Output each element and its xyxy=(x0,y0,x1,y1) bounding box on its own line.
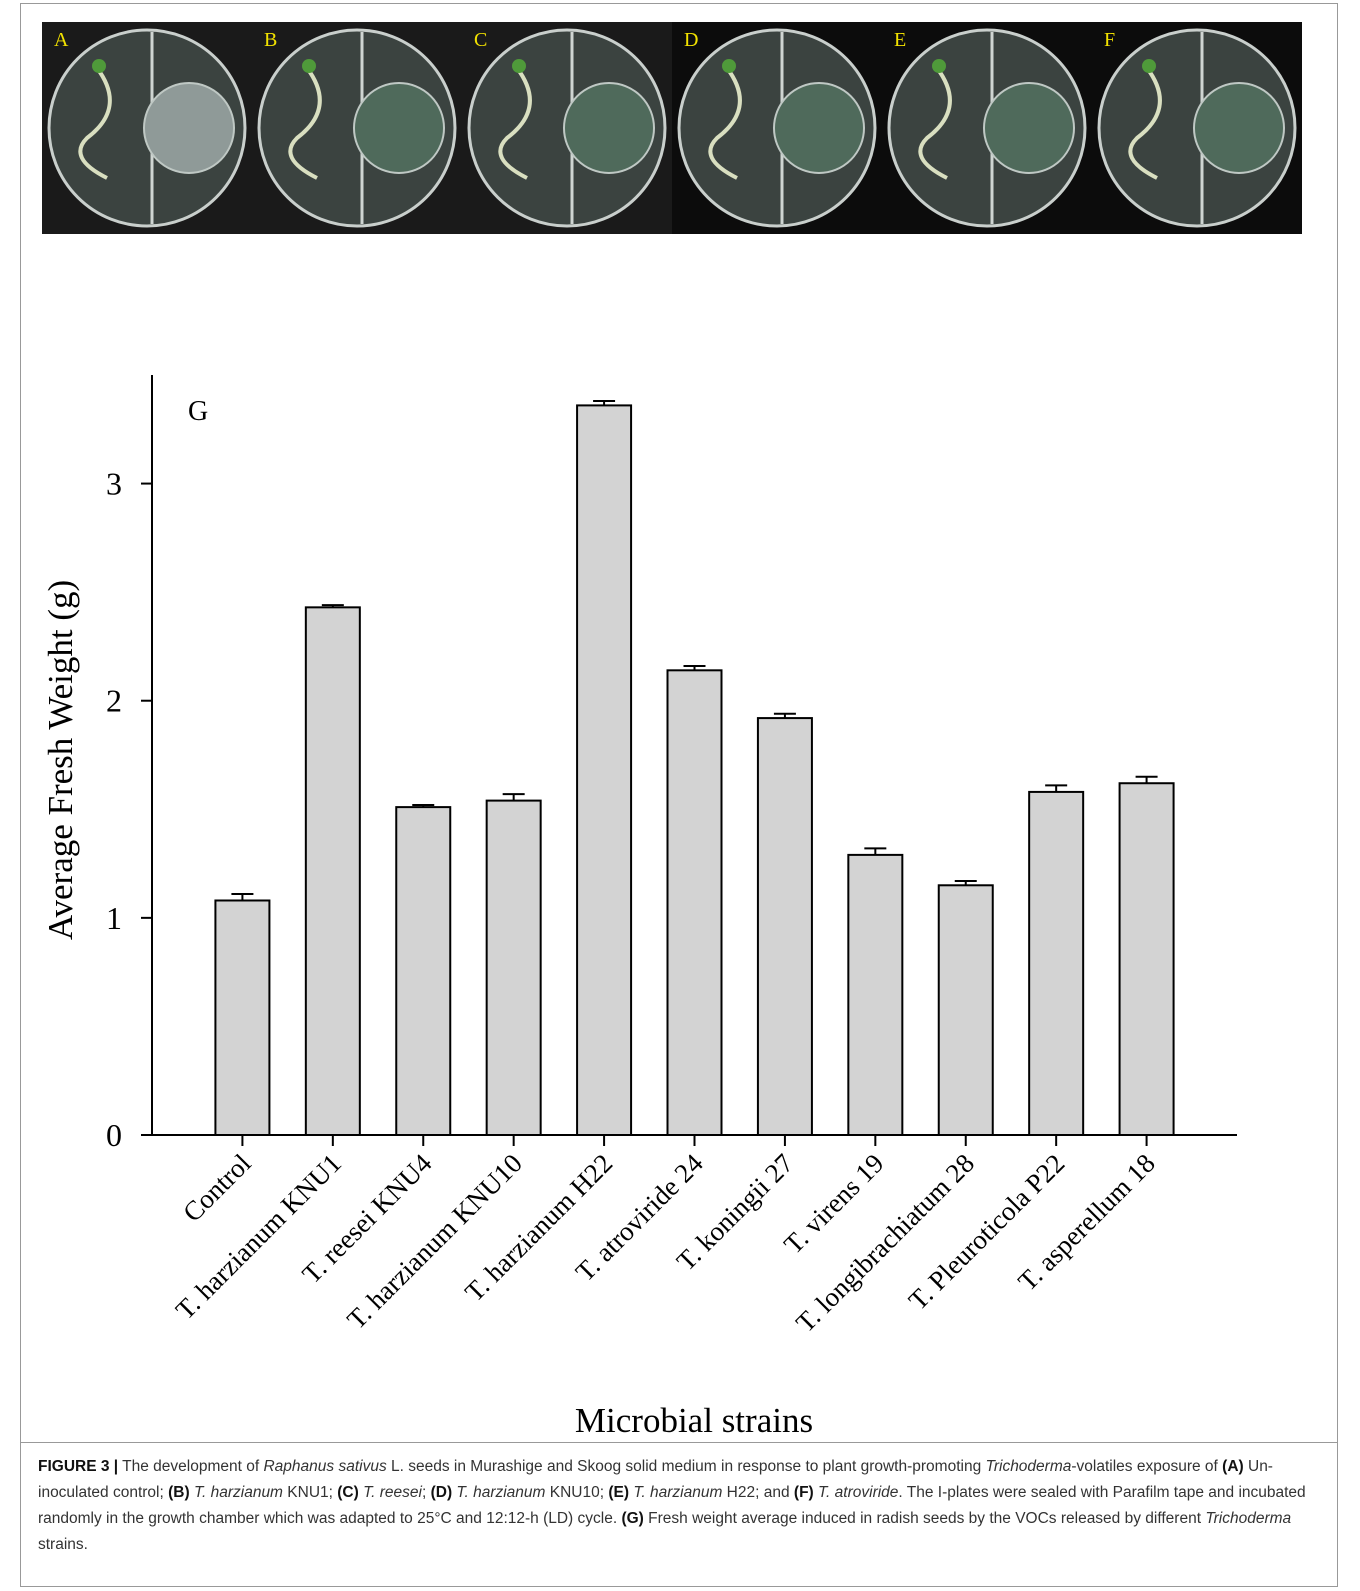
leaf xyxy=(302,59,316,73)
bar xyxy=(668,670,722,1135)
caption-segment: FIGURE 3 | xyxy=(38,1458,118,1475)
x-tick-label: T. Pleuroticola P22 xyxy=(903,1148,1071,1316)
caption-segment: Trichoderma xyxy=(986,1458,1072,1475)
caption-segment: The development of xyxy=(118,1458,263,1475)
fungus-plate xyxy=(1194,83,1284,173)
bar xyxy=(848,855,902,1135)
fungus-plate xyxy=(774,83,864,173)
panel-label: A xyxy=(54,29,69,51)
leaf xyxy=(722,59,736,73)
bar xyxy=(758,718,812,1135)
caption: FIGURE 3 | The development of Raphanus s… xyxy=(38,1454,1330,1558)
fungus-plate xyxy=(354,83,444,173)
bar xyxy=(306,607,360,1135)
caption-segment: (C) xyxy=(337,1484,359,1501)
caption-segment: Raphanus sativus xyxy=(263,1458,386,1475)
x-axis-label: Microbial strains xyxy=(575,1401,813,1440)
x-tick-label: T. longibrachiatum 28 xyxy=(790,1148,980,1338)
caption-segment: KNU10; xyxy=(545,1484,608,1501)
bar xyxy=(939,885,993,1135)
bar xyxy=(215,900,269,1135)
caption-segment: (B) xyxy=(168,1484,190,1501)
caption-segment: H22; and xyxy=(722,1484,794,1501)
bar xyxy=(1029,792,1083,1135)
panel-label: C xyxy=(474,29,487,51)
caption-segment: T. harzianum xyxy=(190,1484,283,1501)
panel-label: D xyxy=(684,29,698,51)
panel-label: G xyxy=(188,396,208,427)
x-tick-label: T. harzianum KNU1 xyxy=(170,1148,347,1325)
caption-segment: -volatiles exposure of xyxy=(1071,1458,1222,1475)
caption-segment: KNU1; xyxy=(283,1484,337,1501)
y-tick-label: 1 xyxy=(106,900,122,936)
caption-segment: L. seeds in Murashige and Skoog solid me… xyxy=(387,1458,986,1475)
page: A B C D E F G 0 1 2 3 ControlT. harzianum KNU1 T. re… xyxy=(0,0,1360,1591)
leaf xyxy=(1142,59,1156,73)
caption-segment: strains. xyxy=(38,1536,88,1553)
bar xyxy=(396,807,450,1135)
caption-segment: Trichoderma xyxy=(1205,1510,1291,1527)
panel-label: B xyxy=(264,29,277,51)
caption-segment: (E) xyxy=(608,1484,629,1501)
caption-segment: (D) xyxy=(431,1484,453,1501)
leaf xyxy=(92,59,106,73)
caption-segment: (F) xyxy=(794,1484,814,1501)
bar xyxy=(577,405,631,1135)
caption-segment: T. reesei xyxy=(359,1484,422,1501)
fungus-plate xyxy=(564,83,654,173)
caption-segment: ; xyxy=(422,1484,431,1501)
caption-segment: T. harzianum xyxy=(629,1484,722,1501)
x-tick-label: Control xyxy=(177,1148,257,1228)
caption-separator xyxy=(20,1442,1338,1443)
fungus-plate xyxy=(144,83,234,173)
bar xyxy=(487,801,541,1135)
caption-segment: Fresh weight average induced in radish s… xyxy=(644,1510,1205,1527)
caption-segment: (G) xyxy=(621,1510,643,1527)
leaf xyxy=(932,59,946,73)
panel-label: E xyxy=(894,29,906,51)
caption-segment: (A) xyxy=(1222,1458,1244,1475)
y-tick-label: 3 xyxy=(106,466,122,502)
bar xyxy=(1120,783,1174,1135)
leaf xyxy=(512,59,526,73)
y-axis-label: Average Fresh Weight (g) xyxy=(41,580,80,940)
y-tick-label: 0 xyxy=(106,1117,122,1153)
x-tick-label: T. harzianum KNU10 xyxy=(341,1148,528,1335)
panel-label: F xyxy=(1104,29,1115,51)
caption-segment: T. harzianum xyxy=(452,1484,545,1501)
fungus-plate xyxy=(984,83,1074,173)
y-tick-label: 2 xyxy=(106,683,122,719)
caption-segment: T. atroviride xyxy=(814,1484,899,1501)
